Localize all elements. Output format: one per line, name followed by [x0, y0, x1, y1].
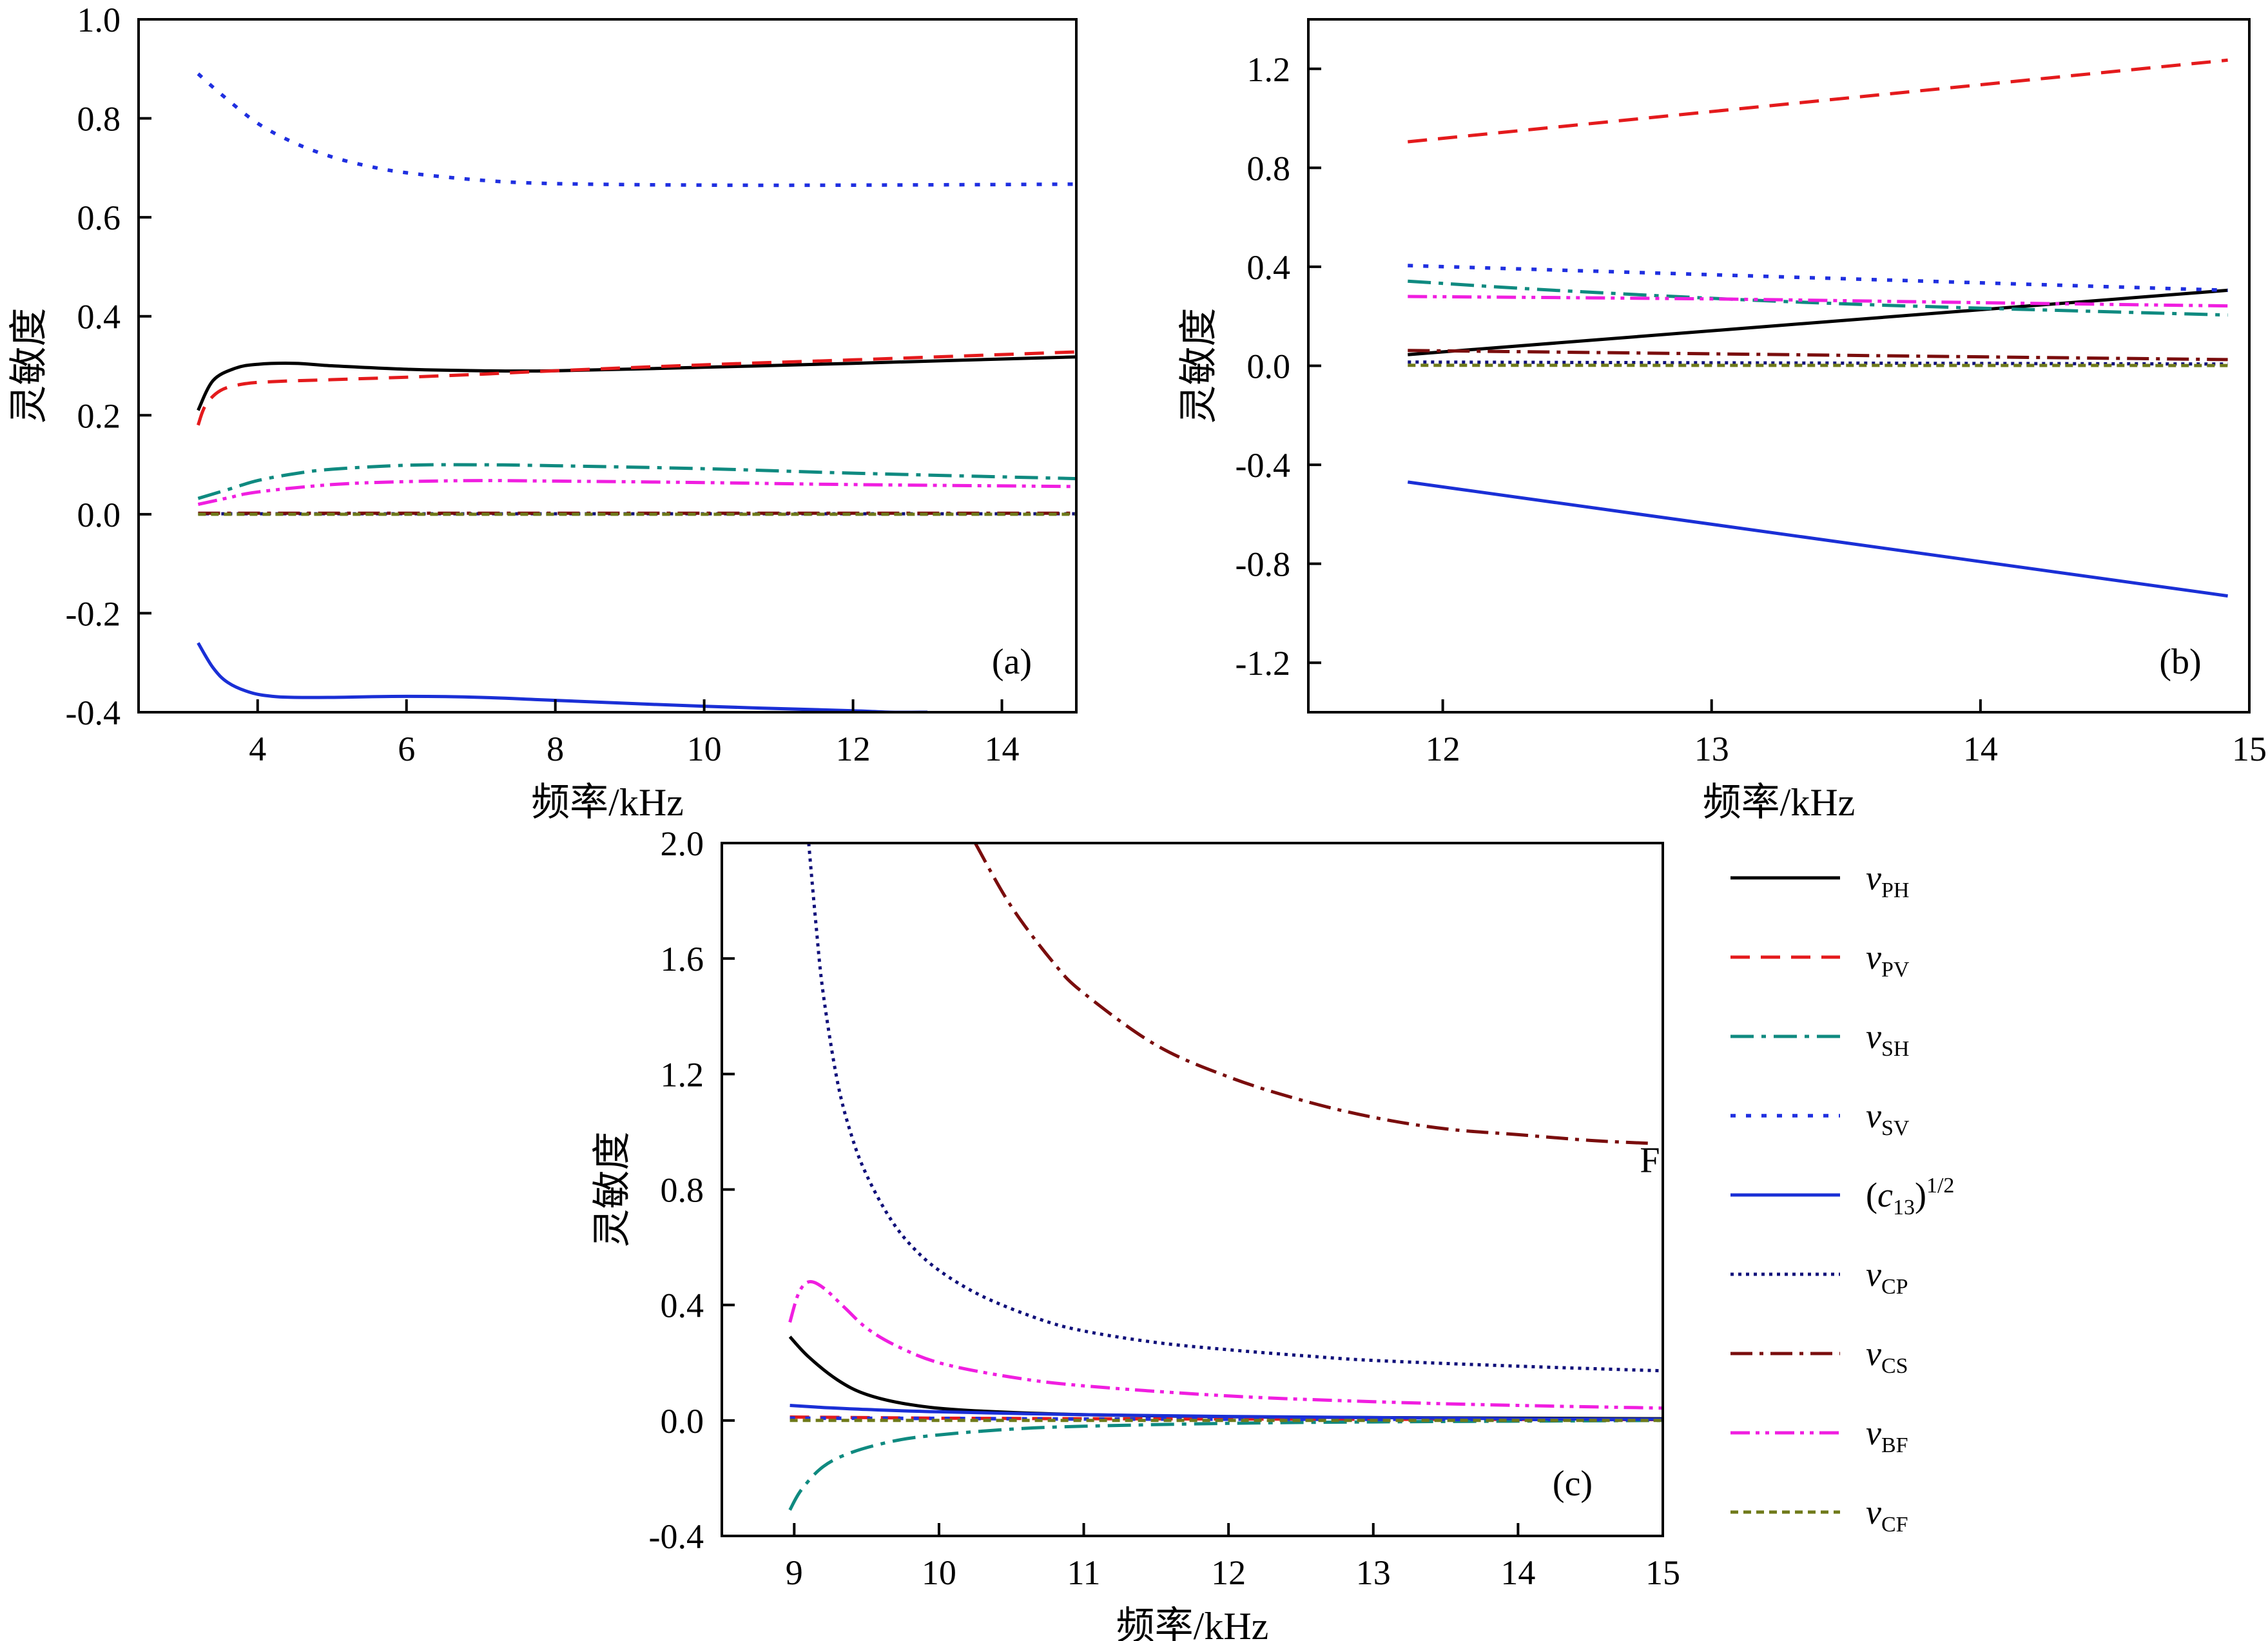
legend-label-vPV: vPV: [1866, 938, 1910, 982]
panel-a-ytick-label: 0.4: [77, 298, 121, 336]
panel-c-xtick-label: 11: [1067, 1553, 1101, 1592]
panel-c-ytick-label: 1.6: [661, 940, 704, 978]
legend-label-c13: (c13)1/2: [1866, 1174, 1954, 1219]
panel-c-ytick-label: -0.4: [649, 1517, 704, 1556]
panel-b-xtick-label: 12: [1426, 730, 1460, 768]
panel-b-ytick-label: 1.2: [1247, 50, 1291, 89]
legend-item-vSH: vSH: [1730, 1017, 1909, 1061]
legend-label-vCS: vCS: [1866, 1334, 1908, 1378]
legend-item-vBF: vBF: [1730, 1413, 1908, 1457]
panel-c-annotation: F: [1640, 1141, 1660, 1181]
panel-c-frame: [721, 842, 1664, 1537]
panel-b-y-axis-title: 灵敏度: [1178, 308, 1220, 424]
panel-c-y-axis-title: 灵敏度: [591, 1132, 634, 1248]
panel-a-xtick-label: 10: [687, 730, 722, 768]
legend-item-vCS: vCS: [1730, 1334, 1908, 1378]
panel-c-label: (c): [1553, 1464, 1593, 1504]
panel-a-y-axis-title: 灵敏度: [8, 308, 50, 424]
panel-a-xtick-label: 6: [398, 730, 415, 768]
panel-c-xtick-label: 10: [922, 1553, 956, 1592]
panel-c-xtick-label: 9: [786, 1553, 803, 1592]
panel-a-line-vBF: [197, 479, 1076, 506]
legend-label-vCP: vCP: [1866, 1255, 1908, 1299]
panel-a-ytick-label: 0.8: [77, 100, 121, 139]
legend-label-vCF: vCF: [1866, 1493, 1908, 1537]
panel-b-ytick-label: -0.4: [1236, 446, 1290, 485]
panel-b-line-vPH: [1408, 288, 2228, 356]
panel-b-line-vCP: [1408, 360, 2228, 366]
legend-label-vSV: vSV: [1866, 1096, 1910, 1140]
panel-b-xtick-label: 15: [2232, 730, 2267, 768]
panel-a-ytick-label: -0.4: [66, 694, 121, 732]
panel-c-x-axis-title: 频率/kHz: [1116, 1605, 1269, 1641]
panel-b-line-vSH: [1408, 279, 2228, 317]
panel-a-line-c13: [197, 642, 927, 712]
panel-c-ytick-label: 0.8: [661, 1171, 704, 1210]
panel-b-ytick-label: -1.2: [1236, 644, 1290, 683]
panel-c-series: [788, 843, 1663, 1511]
panel-b-ytick-label: 0.4: [1247, 248, 1291, 287]
panel-a-line-vSH: [197, 463, 1076, 500]
panel-a-xtick-label: 8: [547, 730, 564, 768]
panel-b-x-axis-title: 频率/kHz: [1703, 781, 1856, 824]
panel-a-ytick-label: 0.2: [77, 396, 121, 435]
panel-c-line-vBF: [788, 1279, 1663, 1410]
panel-b-label: (b): [2159, 642, 2201, 682]
panel-a-xtick-label: 12: [836, 730, 871, 768]
panel-c-xtick-label: 13: [1356, 1553, 1391, 1592]
panel-b-series: [1407, 58, 2228, 598]
panel-b-line-vSV: [1408, 264, 2228, 293]
panel-c-line-vCS: [973, 843, 1649, 1145]
panel-c-ytick-label: 0.0: [661, 1402, 704, 1441]
panel-a-ytick-label: 1.0: [77, 1, 121, 39]
legend-item-vPV: vPV: [1730, 938, 1910, 982]
panel-a: 4 6 8 10 12 14 -0.4 -0.2 0.0 0.2 0.4 0.6 0.8 1.0 频率/kH…: [8, 1, 1078, 824]
legend-label-vSH: vSH: [1866, 1017, 1909, 1061]
panel-a-ytick-label: 0.0: [77, 496, 121, 534]
legend-label-vPH: vPH: [1866, 859, 1909, 902]
panel-a-ytick-label: 0.6: [77, 199, 121, 237]
panel-c: 9 10 11 12 13 14 15 -0.4 0.0 0.4 0.8 1.2 1.6 2.0 频率/kH…: [591, 824, 1680, 1641]
panel-a-line-vPH: [197, 355, 1076, 411]
panel-a-x-axis-title: 频率/kHz: [531, 781, 684, 824]
panel-a-label: (a): [992, 642, 1032, 682]
panel-b-ytick-label: -0.8: [1236, 545, 1290, 584]
panel-b: 12 13 14 15 -1.2 -0.8 -0.4 0.0 0.4 0.8 1.2 频率/kHz 灵敏…: [1178, 18, 2267, 824]
panel-a-frame: [137, 18, 1078, 714]
legend: vPH vPV vSH vSV (c13)1/2 vCP vCS vBF vCF: [1730, 859, 1954, 1537]
legend-item-vPH: vPH: [1730, 859, 1909, 902]
panel-c-line-vSH: [788, 1419, 1663, 1511]
panel-a-series: [197, 72, 1076, 712]
panel-b-line-vPV: [1408, 58, 2228, 144]
panel-c-line-c13: [790, 1404, 1663, 1421]
legend-item-vCP: vCP: [1730, 1255, 1908, 1299]
panel-c-ytick-label: 0.4: [661, 1287, 704, 1325]
panel-c-xtick-label: 12: [1211, 1553, 1246, 1592]
panel-b-line-vBF: [1408, 295, 2228, 308]
panel-a-line-vPV: [197, 350, 1076, 426]
panel-b-line-vCS: [1408, 349, 2228, 362]
legend-item-vCF: vCF: [1730, 1493, 1908, 1537]
panel-a-xtick-label: 4: [249, 730, 266, 768]
panel-a-line-vSV: [197, 72, 1076, 188]
panel-b-line-c13: [1407, 480, 2228, 598]
panel-a-ytick-label: -0.2: [66, 594, 121, 633]
panel-c-xtick-label: 14: [1500, 1553, 1535, 1592]
panel-b-xtick-label: 14: [1963, 730, 1998, 768]
legend-label-vBF: vBF: [1866, 1413, 1908, 1457]
panel-c-line-vPH: [788, 1335, 1663, 1421]
panel-c-line-vSV: [790, 1416, 1663, 1422]
panel-b-ytick-label: 0.0: [1247, 347, 1291, 386]
panel-a-xtick-label: 14: [985, 730, 1020, 768]
legend-item-c13: (c13)1/2: [1730, 1174, 1954, 1219]
panel-c-ytick-label: 2.0: [661, 824, 704, 863]
panel-c-ytick-label: 1.2: [661, 1055, 704, 1094]
legend-item-vSV: vSV: [1730, 1096, 1910, 1140]
panel-b-ytick-label: 0.8: [1247, 149, 1291, 188]
panel-b-xtick-label: 13: [1694, 730, 1729, 768]
panel-c-line-vCP: [807, 843, 1663, 1373]
panel-c-xtick-label: 15: [1645, 1553, 1680, 1592]
